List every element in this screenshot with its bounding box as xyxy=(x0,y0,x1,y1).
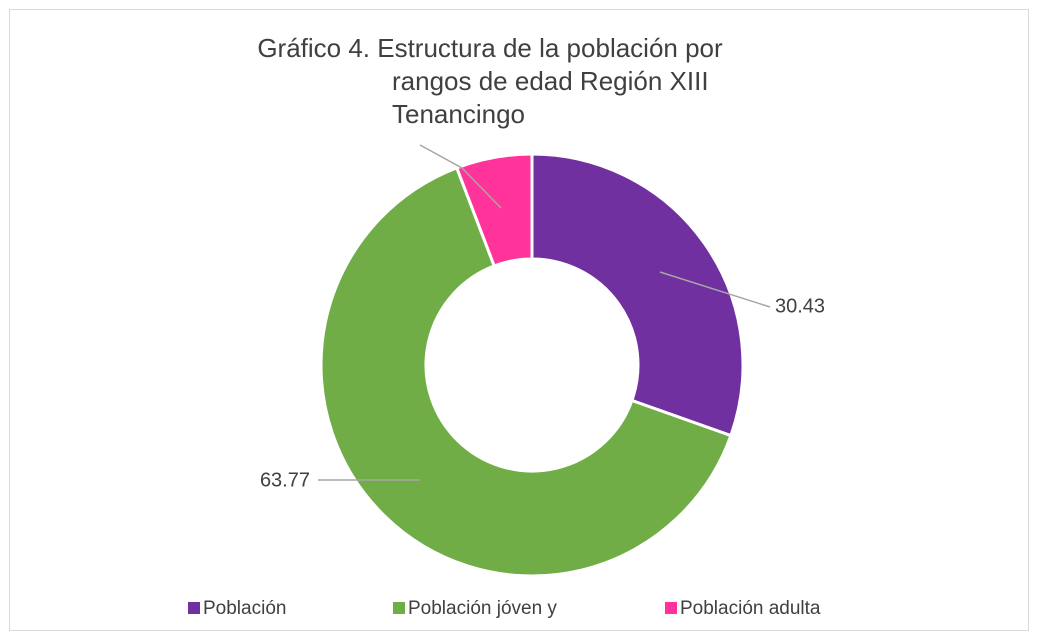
chart-title: Gráfico 4. Estructura de la población po… xyxy=(257,33,723,63)
legend-swatch xyxy=(393,602,405,614)
legend-swatch xyxy=(188,602,200,614)
slice xyxy=(530,152,745,438)
legend-label: Población xyxy=(203,598,286,619)
leader-line xyxy=(659,271,771,308)
legend-swatch xyxy=(665,602,677,614)
leader-line xyxy=(419,144,502,209)
data-label: 63.77 xyxy=(260,469,310,491)
chart-title: Tenancingo xyxy=(392,99,525,129)
legend-label: Población jóven y xyxy=(408,598,557,619)
data-label: 30.43 xyxy=(775,295,825,317)
legend-label: Población adulta xyxy=(680,598,821,619)
slice xyxy=(319,165,733,578)
chart-title: rangos de edad Región XIII xyxy=(392,66,709,96)
